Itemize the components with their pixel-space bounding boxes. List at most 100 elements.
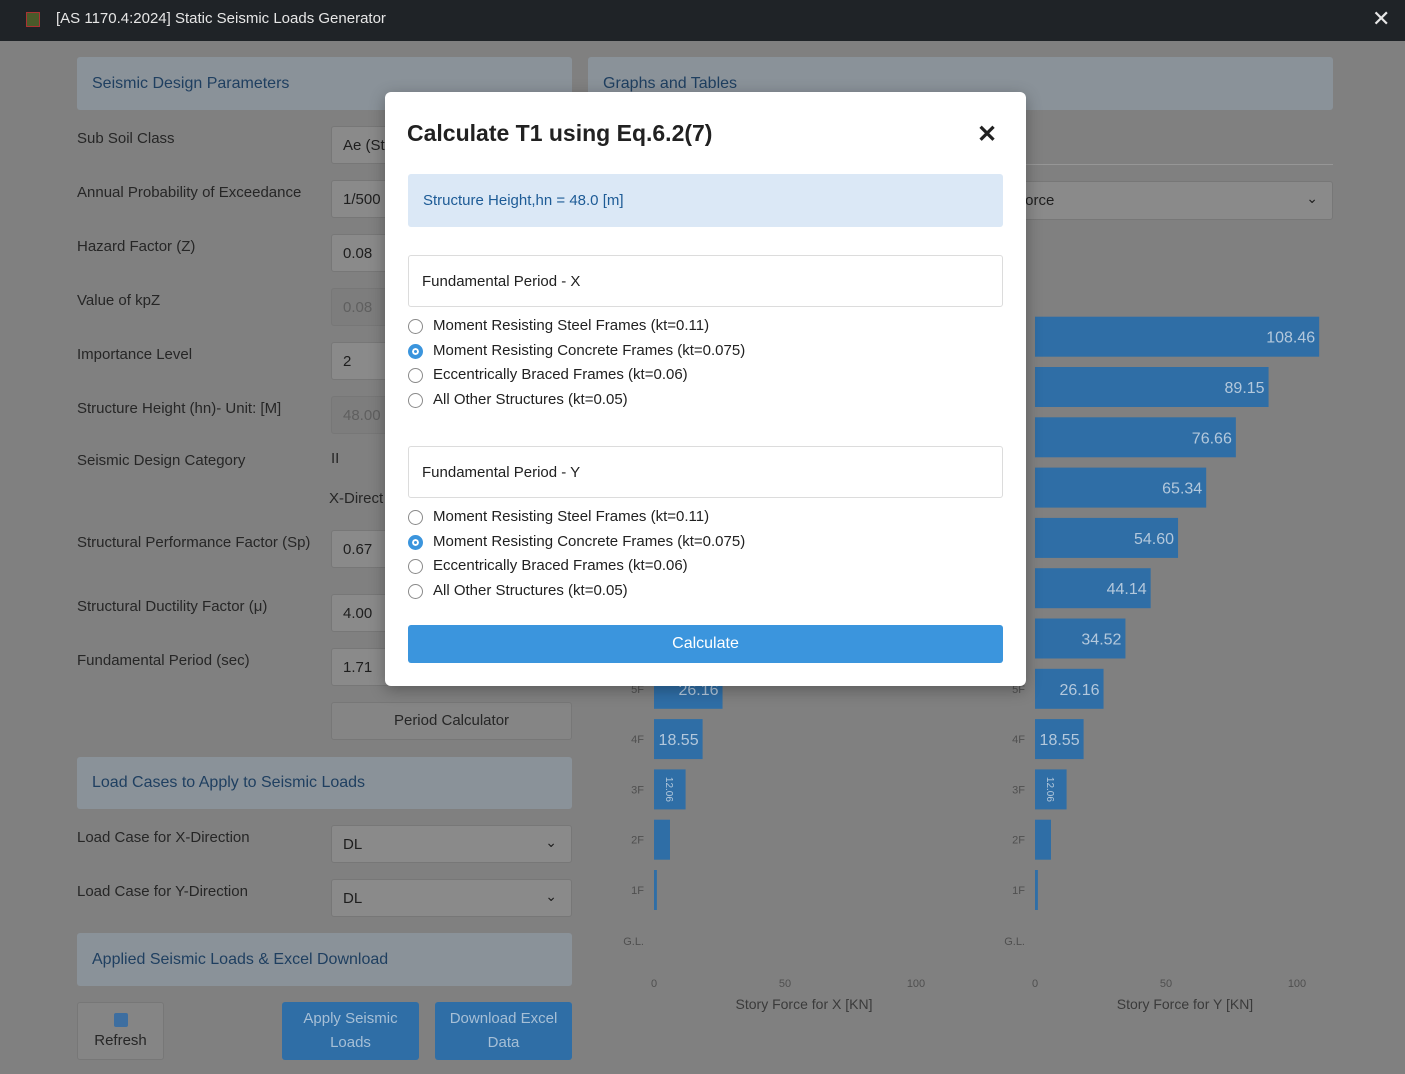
radio-label[interactable]: All Other Structures (kt=0.05): [433, 581, 628, 599]
bar: [654, 719, 703, 760]
value-label: 18.55: [1040, 732, 1080, 749]
download-button[interactable]: Download Excel Data: [435, 1002, 572, 1060]
x-tick-label: 50: [779, 978, 791, 990]
close-window[interactable]: ✕: [1372, 6, 1391, 31]
radio-label[interactable]: Moment Resisting Concrete Frames (kt=0.0…: [433, 341, 746, 359]
field-label: Annual Probability of Exceedance: [77, 184, 302, 201]
chevron: ⌄: [545, 888, 557, 904]
section-heading: Load Cases to Apply to Seismic Loads: [77, 757, 572, 809]
bar: [1035, 316, 1320, 357]
category-label: 4F: [1012, 734, 1025, 746]
radio[interactable]: [408, 392, 423, 408]
value-label: 44.14: [1107, 581, 1147, 598]
radio[interactable]: [408, 368, 423, 383]
category-label: 5F: [1012, 684, 1025, 696]
bar: [1035, 568, 1151, 609]
field-value: II: [331, 450, 340, 467]
group-header: Fundamental Period - X: [408, 255, 1003, 307]
button-label: Refresh: [94, 1032, 147, 1049]
radio-label[interactable]: All Other Structures (kt=0.05): [433, 390, 628, 408]
value-label: 12.06: [1044, 777, 1055, 802]
bar: [1035, 719, 1084, 760]
value-label: 18.55: [659, 732, 699, 749]
x-tick-label: 0: [1032, 978, 1038, 990]
value-label: 108.46: [1266, 330, 1315, 347]
field-label: Fundamental Period (sec): [77, 652, 250, 669]
button-label: Download Excel Data: [449, 1010, 558, 1051]
value-label: 12.06: [663, 777, 674, 802]
refresh-icon: [113, 1013, 128, 1027]
bar: [1035, 819, 1051, 860]
chevron: ⌄: [1306, 190, 1318, 206]
category-label: 4F: [631, 734, 644, 746]
category-label: 5F: [631, 684, 644, 696]
radio[interactable]: [408, 510, 423, 525]
radio-label[interactable]: Moment Resisting Steel Frames (kt=0.11): [433, 508, 710, 525]
x-tick-label: 50: [1160, 978, 1172, 990]
field-label: Load Case for Y-Direction: [77, 883, 248, 900]
apply-button[interactable]: Apply Seismic Loads: [282, 1002, 419, 1060]
x-axis-title: Story Force for X [KN]: [736, 996, 873, 1012]
value-label: 26.16: [1059, 682, 1099, 699]
select[interactable]: DL ⌄: [331, 879, 572, 917]
radio[interactable]: [408, 343, 423, 359]
bar: [1035, 769, 1067, 810]
radio-label[interactable]: Moment Resisting Steel Frames (kt=0.11): [433, 317, 710, 334]
title-bar: [AS 1170.4:2024] Static Seismic Loads Ge…: [0, 0, 1405, 41]
field-label: Hazard Factor (Z): [77, 238, 196, 255]
period-calculator-button[interactable]: Period Calculator: [331, 702, 572, 740]
bar: [1035, 467, 1207, 508]
base-label: G.L.: [1004, 936, 1025, 948]
field-label: Sub Soil Class: [77, 130, 175, 147]
radio[interactable]: [408, 583, 423, 599]
category-label: 2F: [631, 835, 644, 847]
field-label: Value of kpZ: [77, 292, 161, 309]
select-value: DL: [343, 889, 363, 907]
field-label: Seismic Design Category: [77, 452, 246, 469]
window-title: [AS 1170.4:2024] Static Seismic Loads Ge…: [56, 10, 386, 27]
category-label: 1F: [1012, 885, 1025, 897]
info-box: Structure Height,hn = 48.0 [m]: [408, 174, 1003, 227]
app-icon: [26, 12, 40, 27]
value-label: 26.16: [678, 682, 718, 699]
category-label: 2F: [1012, 835, 1025, 847]
field-label: Structure Height (hn)- Unit: [M]: [77, 400, 282, 417]
bar: [1035, 668, 1104, 709]
bar: [1035, 618, 1126, 659]
group-header: Fundamental Period - Y: [408, 446, 1003, 498]
radio-label[interactable]: Eccentrically Braced Frames (kt=0.06): [433, 557, 688, 574]
x-tick-label: 100: [907, 978, 925, 990]
base-label: G.L.: [623, 936, 644, 948]
bar: [1035, 517, 1179, 558]
field-label: Structural Ductility Factor (μ): [77, 598, 268, 615]
radio[interactable]: [408, 559, 423, 574]
x-axis-title: Story Force for Y [KN]: [1117, 996, 1253, 1012]
modal: Calculate T1 using Eq.6.2(7) ✕ Structure…: [385, 92, 1026, 686]
direction-label: X-Direct: [329, 490, 384, 507]
radio-label[interactable]: Eccentrically Braced Frames (kt=0.06): [433, 366, 688, 383]
calculate-button[interactable]: Calculate: [408, 625, 1003, 663]
value-label: 89.15: [1225, 380, 1265, 397]
chevron: ⌄: [545, 834, 557, 850]
bar: [654, 819, 670, 860]
value-label: 34.52: [1081, 632, 1121, 649]
value-label: 54.60: [1134, 531, 1174, 548]
select-value: DL: [343, 835, 363, 853]
radio[interactable]: [408, 319, 423, 334]
field-label: Load Case for X-Direction: [77, 829, 250, 846]
bar: [1035, 367, 1269, 407]
modal-close[interactable]: ✕: [977, 121, 998, 148]
category-label: 3F: [631, 784, 644, 796]
field-label: Structural Performance Factor (Sp): [77, 534, 311, 551]
refresh-button[interactable]: Refresh: [77, 1002, 164, 1060]
radio[interactable]: [408, 534, 423, 550]
select[interactable]: DL ⌄: [331, 825, 572, 863]
bar: [1035, 417, 1236, 458]
radio-label[interactable]: Moment Resisting Concrete Frames (kt=0.0…: [433, 532, 746, 550]
bar: [654, 870, 657, 910]
x-tick-label: 0: [651, 978, 657, 990]
section-heading: Applied Seismic Loads & Excel Download: [77, 933, 572, 986]
value-label: 76.66: [1192, 430, 1232, 447]
field-label: Importance Level: [77, 346, 193, 363]
